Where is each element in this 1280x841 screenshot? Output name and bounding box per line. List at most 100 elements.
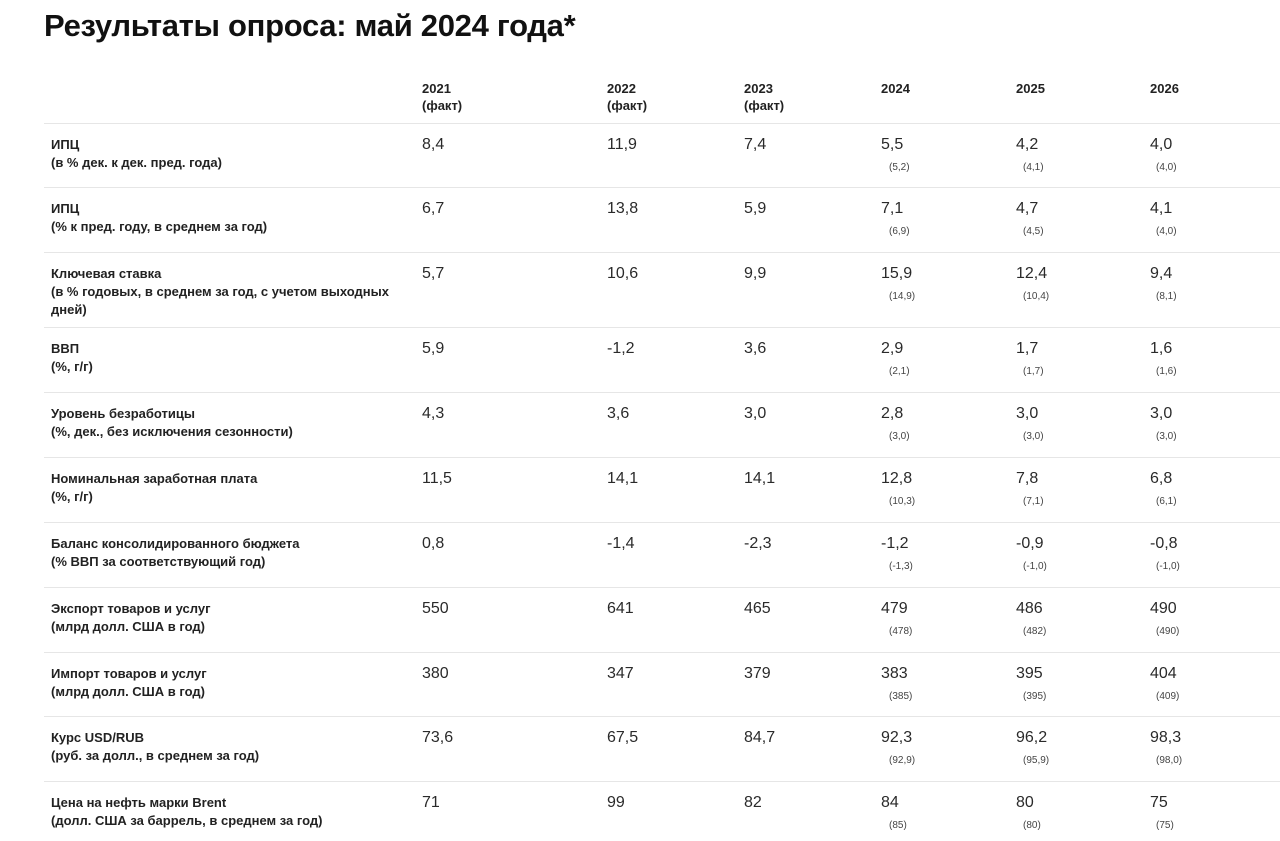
previous-forecast-value: (6,9) [889,226,910,237]
value-cell: 4,2 [1016,136,1039,153]
value-cell: 7,8 [1016,470,1039,487]
value-cell: 1,7 [1016,340,1039,357]
value-cell: 0,8 [422,535,445,552]
column-year: 2021 [422,81,451,96]
value-cell: 84,7 [744,729,776,746]
previous-forecast-value: (385) [889,691,913,702]
value-cell: 71 [422,794,440,811]
value-cell: -1,2 [881,535,909,552]
column-header-2025: 2025 [1016,80,1045,97]
value-cell: 5,9 [744,200,767,217]
value-cell: 383 [881,665,908,682]
indicator-unit: (% ВВП за соответствующий год) [51,554,266,569]
previous-forecast-value: (3,0) [1156,431,1177,442]
table-row: Цена на нефть марки Brent (долл. США за б… [44,782,1280,841]
value-cell: 10,6 [607,265,639,282]
value-cell: 12,4 [1016,265,1048,282]
value-cell: 641 [607,600,634,617]
value-cell: 2,8 [881,405,904,422]
value-cell: 80 [1016,794,1034,811]
indicator-unit: (%, г/г) [51,359,93,374]
indicator-name: Баланс консолидированного бюджета [51,536,300,551]
page-title: Результаты опроса: май 2024 года* [44,8,576,43]
value-cell: 550 [422,600,449,617]
previous-forecast-value: (85) [889,820,907,831]
table-row: ВВП (%, г/г) 5,9 -1,2 3,6 2,9 1,7 1,6 (2,1) (1,7)… [44,328,1280,393]
previous-forecast-value: (5,2) [889,162,910,173]
table-row: Номинальная заработная плата (%, г/г) 11,5… [44,458,1280,523]
indicator-unit: (в % годовых, в среднем за год, с учетом… [51,284,389,317]
value-cell: -1,4 [607,535,635,552]
value-cell: 98,3 [1150,729,1182,746]
table-row: Ключевая ставка (в % годовых, в среднем з… [44,253,1280,328]
row-label: Цена на нефть марки Brent (долл. США за б… [51,794,396,830]
value-cell: 479 [881,600,908,617]
indicator-unit: (% к пред. году, в среднем за год) [51,219,268,234]
value-cell: 92,3 [881,729,913,746]
table-row: Экспорт товаров и услуг (млрд долл. США в… [44,588,1280,653]
previous-forecast-value: (14,9) [889,291,916,302]
row-label: ИПЦ (в % дек. к дек. пред. года) [51,136,396,172]
column-year: 2025 [1016,81,1045,96]
value-cell: 96,2 [1016,729,1048,746]
value-cell: 4,0 [1150,136,1173,153]
value-cell: 14,1 [607,470,639,487]
previous-forecast-value: (10,4) [1023,291,1050,302]
value-cell: 2,9 [881,340,904,357]
value-cell: 4,1 [1150,200,1173,217]
row-label: Ключевая ставка (в % годовых, в среднем з… [51,265,396,319]
indicator-unit: (млрд долл. США в год) [51,684,205,699]
indicator-name: ВВП [51,341,80,356]
value-cell: 99 [607,794,625,811]
previous-forecast-value: (98,0) [1156,755,1183,766]
row-label: Экспорт товаров и услуг (млрд долл. США в… [51,600,396,636]
value-cell: -2,3 [744,535,772,552]
previous-forecast-value: (95,9) [1023,755,1050,766]
column-note: (факт) [607,98,648,113]
value-cell: 73,6 [422,729,454,746]
table-row: Баланс консолидированного бюджета (% ВВП … [44,523,1280,588]
value-cell: 6,8 [1150,470,1173,487]
previous-forecast-value: (80) [1023,820,1041,831]
value-cell: 347 [607,665,634,682]
value-cell: 3,6 [607,405,630,422]
value-cell: 84 [881,794,899,811]
previous-forecast-value: (75) [1156,820,1174,831]
indicator-name: ИПЦ [51,201,80,216]
indicator-unit: (%, дек., без исключения сезонности) [51,424,293,439]
value-cell: 395 [1016,665,1043,682]
previous-forecast-value: (490) [1156,626,1180,637]
previous-forecast-value: (2,1) [889,366,910,377]
column-year: 2023 [744,81,773,96]
previous-forecast-value: (10,3) [889,496,916,507]
value-cell: 7,4 [744,136,767,153]
indicator-name: ИПЦ [51,137,80,152]
value-cell: -0,8 [1150,535,1178,552]
value-cell: 11,9 [607,136,637,153]
row-label: Номинальная заработная плата (%, г/г) [51,470,396,506]
value-cell: 8,4 [422,136,445,153]
indicator-name: Экспорт товаров и услуг [51,601,211,616]
column-year: 2022 [607,81,636,96]
previous-forecast-value: (4,0) [1156,162,1177,173]
table-row: Уровень безработицы (%, дек., без исключе… [44,393,1280,458]
value-cell: 3,6 [744,340,767,357]
previous-forecast-value: (409) [1156,691,1180,702]
previous-forecast-value: (395) [1023,691,1047,702]
previous-forecast-value: (1,7) [1023,366,1044,377]
previous-forecast-value: (-1,0) [1156,561,1180,572]
column-header-2021: 2021 (факт) [422,80,462,114]
row-label: Импорт товаров и услуг (млрд долл. США в … [51,665,396,701]
value-cell: 14,1 [744,470,776,487]
value-cell: 1,6 [1150,340,1173,357]
previous-forecast-value: (92,9) [889,755,916,766]
value-cell: 5,9 [422,340,445,357]
value-cell: 465 [744,600,771,617]
column-note: (факт) [744,98,785,113]
previous-forecast-value: (7,1) [1023,496,1044,507]
value-cell: 379 [744,665,771,682]
previous-forecast-value: (3,0) [889,431,910,442]
row-label: Баланс консолидированного бюджета (% ВВП … [51,535,396,571]
indicator-name: Курс USD/RUB [51,730,144,745]
column-header-2023: 2023 (факт) [744,80,784,114]
